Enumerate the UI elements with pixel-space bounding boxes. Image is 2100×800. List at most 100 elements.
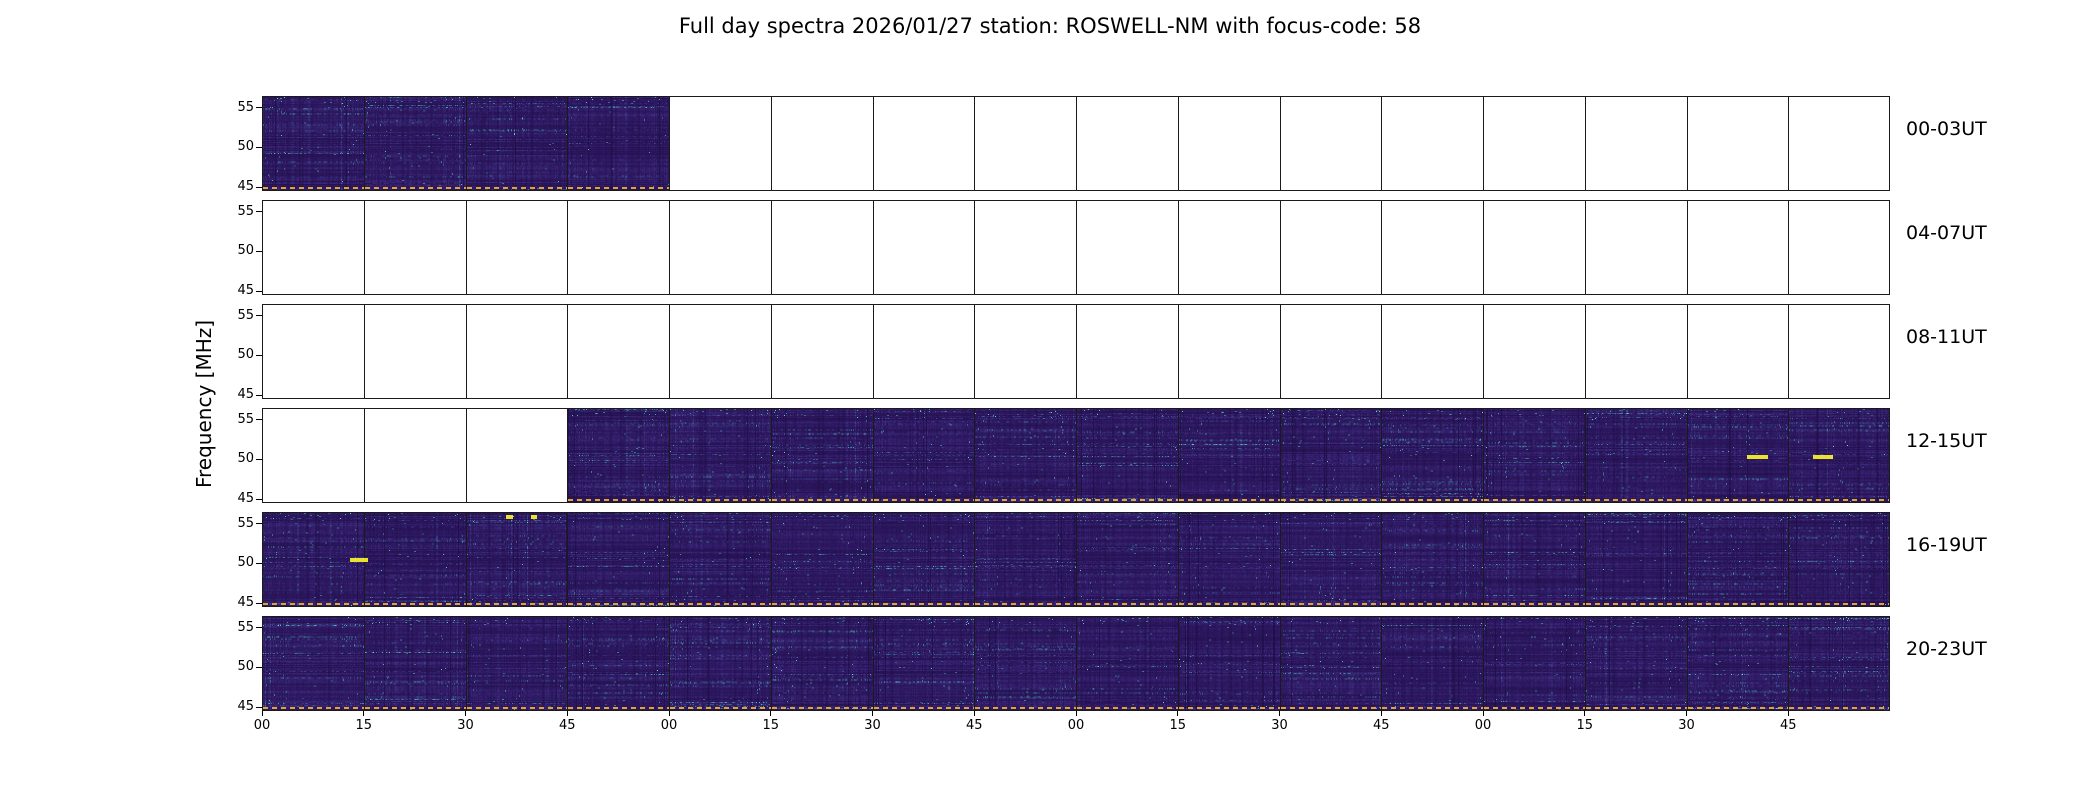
spectrogram-panel [1584,512,1687,607]
baseline-dashed-line [263,603,364,605]
x-tick [1279,711,1280,716]
baseline-dashed-line [1382,707,1483,709]
spectrogram-panel [363,96,466,191]
empty-panel [363,304,466,399]
spectrogram-panel [974,616,1076,711]
x-tick-label: 00 [253,718,271,733]
spectrogram-canvas [771,617,873,710]
spectrogram-panel [1279,408,1382,503]
spectrogram-panel [567,512,669,607]
spectrogram-panel [872,616,975,711]
yellow-event-dash [349,558,368,563]
row-label: 12-15UT [1906,430,1987,452]
empty-panel [465,304,568,399]
spectrogram-panel [1381,512,1483,607]
spectrogram-panel [1584,408,1687,503]
spectrogram-canvas [263,617,364,710]
empty-panel [1483,304,1585,399]
empty-panel [1584,96,1687,191]
x-tick-label: 15 [355,718,373,733]
baseline-dashed-line [1280,603,1382,605]
empty-panel [465,200,568,295]
spectrogram-canvas [1178,617,1280,710]
empty-panel [1483,96,1585,191]
y-tick [256,419,262,421]
spectrogram-canvas [670,409,771,502]
empty-panel [770,304,873,399]
baseline-dashed-line [1484,707,1585,709]
baseline-dashed-line [670,499,771,501]
spectra-row: 55 50 45 04-07UT [237,200,1987,298]
spectra-row: 55 50 45 08-11UT [237,304,1987,402]
spectrogram-canvas [1789,617,1889,710]
y-tick-label: 45 [237,491,254,507]
x-tick-label: 30 [1271,718,1288,733]
y-tick-label: 55 [237,99,254,115]
spectrogram-panel [1177,408,1280,503]
spectrogram-panel [974,408,1076,503]
x-tick [566,711,568,716]
empty-panel [262,408,364,503]
empty-panel [1177,200,1280,295]
spectrogram-canvas [568,513,669,606]
x-tick [261,711,263,716]
x-tick-label: 15 [762,718,780,733]
baseline-dashed-line [466,707,568,709]
spectrogram-canvas [466,97,568,190]
empty-panel [669,200,771,295]
spectrogram-panel [1381,616,1483,711]
spectrogram-panel [363,512,466,607]
empty-panel [262,304,364,399]
spectrogram-panel [872,408,975,503]
baseline-dashed-line [1280,707,1382,709]
empty-panel [1483,200,1585,295]
empty-panel [1686,304,1789,399]
baseline-dashed-line [1789,499,1889,501]
spectrogram-canvas [975,409,1076,502]
y-tick-label: 55 [237,307,254,323]
spectrogram-canvas [364,617,466,710]
empty-panel [974,96,1076,191]
x-tick [668,711,670,716]
spectrogram-canvas [466,617,568,710]
empty-panel [1584,200,1687,295]
spectrogram-canvas [1280,409,1382,502]
empty-panel [974,304,1076,399]
y-tick [256,627,262,629]
spectrogram-panel [1381,408,1483,503]
y-tick [256,250,262,252]
spectra-row: 55 50 45 16-19UT [237,512,1987,610]
baseline-dashed-line [568,707,669,709]
spectrogram-panel [669,408,771,503]
baseline-dashed-line [1280,499,1382,501]
x-tick-label: 15 [1169,718,1187,733]
baseline-dashed-line [466,603,568,605]
spectrogram-panel [1076,616,1178,711]
empty-panel [1076,200,1178,295]
spectrogram-canvas [1382,617,1483,710]
baseline-dashed-line [1687,499,1789,501]
spectrogram-panel [1177,616,1280,711]
spectrogram-canvas [1077,617,1178,710]
spectrogram-canvas [1585,617,1687,710]
spectrogram-panel [1279,616,1382,711]
spectrogram-panel [669,512,771,607]
baseline-dashed-line [873,499,975,501]
spectrogram-canvas [975,617,1076,710]
y-tick [256,290,262,292]
y-tick [256,394,262,396]
empty-panel [1788,96,1890,191]
y-tick-label: 45 [237,387,254,403]
spectrogram-canvas [1789,409,1889,502]
y-tick-label: 55 [237,515,254,531]
spectrogram-canvas [568,617,669,710]
empty-panel [1279,96,1382,191]
x-tick [1380,711,1382,716]
spectrogram-panel [1788,616,1890,711]
spectrogram-canvas [975,513,1076,606]
x-tick-label: 00 [660,718,678,733]
y-tick [256,354,262,356]
spectrogram-canvas [771,409,873,502]
spectra-row: 55 50 45 20-23UT [237,616,1987,714]
